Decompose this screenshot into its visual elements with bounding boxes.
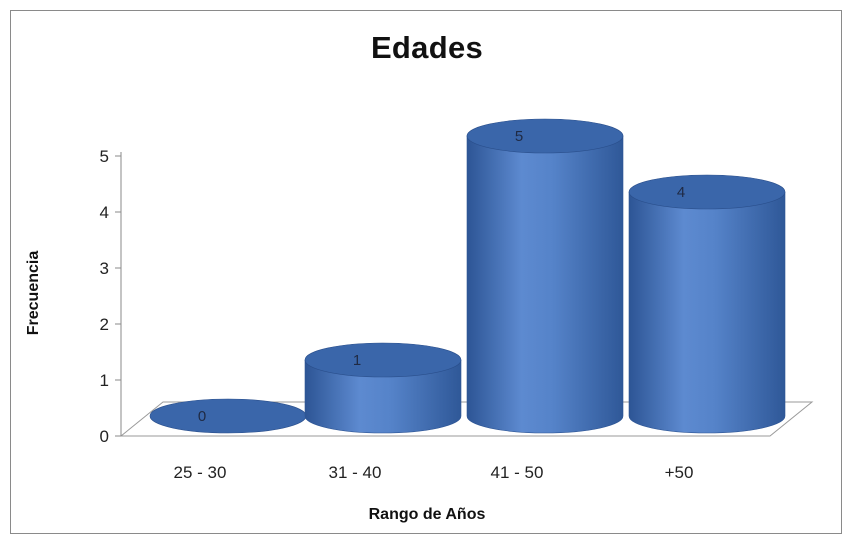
y-tick-label: 2 bbox=[100, 315, 109, 334]
bar-body bbox=[466, 135, 624, 434]
bar-body bbox=[628, 191, 786, 434]
x-tick-label: +50 bbox=[665, 463, 694, 482]
bar-body bbox=[304, 359, 462, 434]
data-label: 1 bbox=[353, 352, 361, 369]
data-label: 5 bbox=[515, 128, 523, 145]
bar-top bbox=[628, 174, 786, 210]
bar-top bbox=[304, 342, 462, 378]
bar bbox=[628, 174, 786, 434]
chart-title: Edades bbox=[370, 30, 484, 65]
x-tick-label: 41 - 50 bbox=[491, 463, 544, 482]
y-tick-label: 4 bbox=[100, 203, 109, 222]
y-tick-label: 5 bbox=[100, 147, 109, 166]
bar-top bbox=[466, 118, 624, 154]
y-tick-label: 3 bbox=[100, 259, 109, 278]
bar bbox=[304, 342, 462, 434]
bar bbox=[466, 118, 624, 434]
x-tick-label: 25 - 30 bbox=[174, 463, 227, 482]
bar bbox=[149, 398, 307, 434]
x-tick-label: 31 - 40 bbox=[329, 463, 382, 482]
bar-top bbox=[149, 398, 307, 434]
data-label: 4 bbox=[677, 184, 685, 201]
data-label: 0 bbox=[198, 408, 206, 425]
y-tick-label: 0 bbox=[100, 427, 109, 446]
x-axis-title: Rango de Años bbox=[368, 506, 486, 523]
y-tick-label: 1 bbox=[100, 371, 109, 390]
